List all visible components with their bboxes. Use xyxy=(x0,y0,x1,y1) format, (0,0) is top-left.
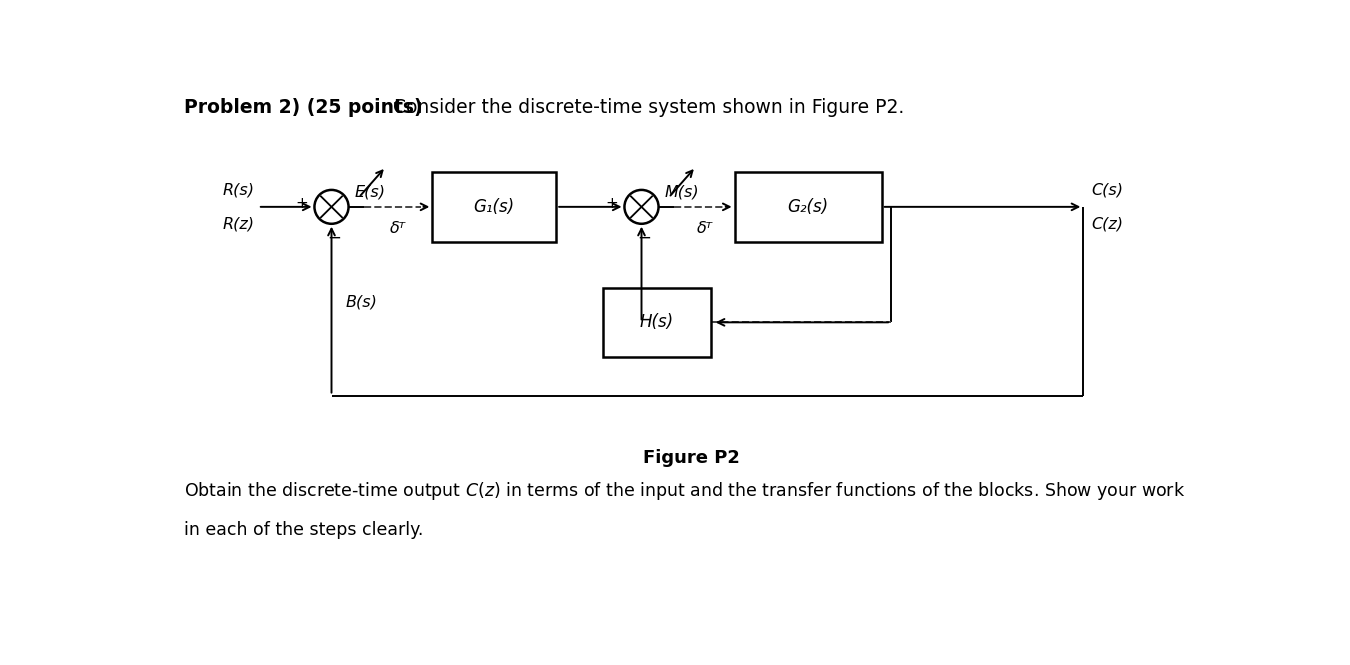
Circle shape xyxy=(315,190,348,224)
Bar xyxy=(734,172,882,241)
Text: G₂(s): G₂(s) xyxy=(787,198,829,216)
Text: H(s): H(s) xyxy=(640,313,674,331)
Text: +: + xyxy=(296,196,308,211)
Text: Obtain the discrete-time output $C(z)$ in terms of the input and the transfer fu: Obtain the discrete-time output $C(z)$ i… xyxy=(184,480,1185,502)
Text: R(s): R(s) xyxy=(223,183,255,198)
Text: +: + xyxy=(606,196,618,211)
Text: G₁(s): G₁(s) xyxy=(474,198,514,216)
Text: R(z): R(z) xyxy=(223,216,255,231)
Text: δᵀ: δᵀ xyxy=(390,221,406,235)
Text: Figure P2: Figure P2 xyxy=(644,450,740,467)
Bar xyxy=(602,288,711,357)
Text: B(s): B(s) xyxy=(346,295,378,309)
Text: C(s): C(s) xyxy=(1091,183,1123,198)
Text: −: − xyxy=(637,228,652,247)
Text: M(s): M(s) xyxy=(664,184,699,199)
Circle shape xyxy=(625,190,659,224)
Text: in each of the steps clearly.: in each of the steps clearly. xyxy=(184,521,424,539)
Text: E(s): E(s) xyxy=(355,184,386,199)
Text: −: − xyxy=(328,228,342,247)
Text: C(z): C(z) xyxy=(1091,216,1123,231)
Text: Problem 2) (25 points): Problem 2) (25 points) xyxy=(184,98,423,116)
Text: Consider the discrete-time system shown in Figure P2.: Consider the discrete-time system shown … xyxy=(387,98,904,116)
Text: δᵀ: δᵀ xyxy=(697,221,713,235)
Bar xyxy=(432,172,556,241)
